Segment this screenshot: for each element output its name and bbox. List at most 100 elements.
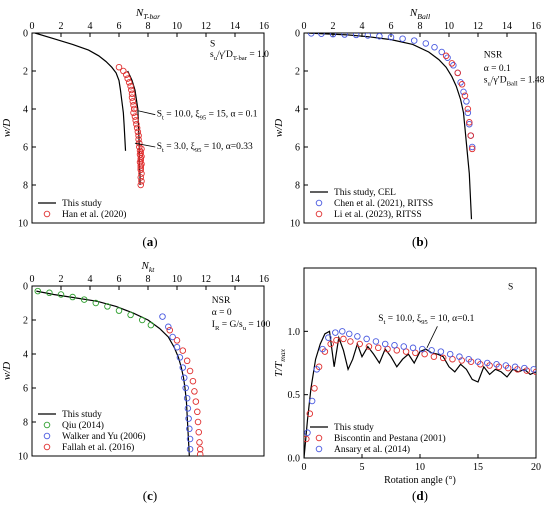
x-tick-label: 8	[146, 21, 151, 32]
annotation: S	[508, 283, 513, 293]
data-point	[419, 345, 426, 353]
data-point	[446, 350, 454, 358]
y-tick-label: 10	[290, 219, 300, 230]
data-point	[194, 408, 201, 416]
x-tick-label: 14	[230, 21, 240, 32]
x-tick-label: 0	[30, 21, 35, 32]
data-point	[467, 132, 475, 139]
data-point	[186, 445, 194, 453]
x-tick-label: 6	[117, 274, 122, 285]
data-point	[313, 366, 321, 373]
data-point	[124, 75, 131, 82]
data-point	[138, 153, 145, 160]
data-point	[306, 410, 314, 417]
data-point	[468, 143, 476, 151]
data-point	[180, 374, 188, 382]
y-tick-label: 4	[23, 350, 28, 361]
x-tick-label: 0	[302, 462, 307, 473]
y-tick-label: 2	[295, 67, 300, 78]
x-tick-label: 2	[59, 274, 64, 285]
data-point	[138, 177, 145, 185]
data-point	[387, 33, 395, 41]
data-point	[365, 343, 373, 350]
x-tick-label: 2	[59, 21, 64, 32]
data-point	[195, 428, 202, 436]
data-point	[135, 136, 142, 143]
data-point	[179, 364, 187, 371]
x-axis-label: Nkt​	[141, 260, 156, 274]
data-point	[363, 335, 370, 343]
legend-swatch	[43, 432, 51, 440]
data-point	[182, 384, 189, 392]
y-tick-label: 6	[23, 143, 28, 154]
data-point	[347, 338, 354, 345]
data-point	[410, 37, 418, 44]
data-point	[466, 119, 473, 126]
data-point	[461, 92, 469, 99]
data-point	[463, 98, 470, 105]
legend-swatch	[43, 443, 51, 451]
x-tick-label: 6	[389, 21, 394, 32]
data-point	[159, 313, 166, 320]
data-point	[308, 33, 315, 37]
data-point	[439, 354, 447, 362]
x-axis-label: Rotation angle (°)	[384, 475, 456, 486]
data-point	[80, 296, 88, 303]
data-point	[192, 398, 200, 405]
data-point	[399, 35, 406, 42]
x-axis-label: NT-bar​	[135, 7, 161, 21]
data-point	[304, 429, 311, 436]
data-point	[304, 435, 310, 443]
data-point	[183, 357, 191, 365]
data-point	[391, 342, 398, 349]
x-tick-label: 12	[473, 21, 483, 32]
data-point	[186, 425, 193, 433]
data-point	[185, 415, 192, 422]
data-point	[400, 343, 408, 350]
plot-frame	[31, 32, 265, 224]
data-point	[345, 330, 353, 338]
annotation: S	[210, 39, 215, 49]
legend-entry: Li et al. (2023), RITSS	[334, 209, 422, 220]
data-point	[138, 160, 145, 168]
leader-line	[138, 110, 156, 116]
series-line	[304, 330, 536, 458]
data-point	[173, 343, 181, 351]
data-point	[115, 63, 123, 71]
legend-entry: Han et al. (2020)	[62, 209, 126, 220]
data-point	[356, 340, 363, 348]
legend-swatch	[315, 445, 323, 453]
data-point	[428, 347, 435, 354]
data-point	[376, 33, 383, 40]
series-line	[34, 33, 127, 151]
x-tick-label: 8	[418, 21, 423, 32]
data-point	[437, 348, 445, 355]
data-point	[422, 40, 430, 47]
x-tick-label: 10	[415, 462, 425, 473]
data-point	[444, 54, 451, 61]
data-point	[457, 79, 464, 86]
data-point	[430, 353, 438, 360]
data-point	[521, 364, 528, 372]
legend-swatch	[43, 210, 51, 218]
x-tick-label: 2	[331, 21, 336, 32]
data-point	[133, 124, 141, 132]
x-tick-label: 4	[88, 274, 93, 285]
data-point	[130, 105, 138, 113]
data-point	[92, 299, 100, 307]
annotation: α = 0.1	[484, 64, 511, 74]
x-tick-label: 14	[230, 274, 240, 285]
panel-d: 0 5 10 15 20 0.0 0.5 1.0 Rotation angle (°) T/Tma…	[273, 267, 541, 503]
data-point	[438, 48, 446, 56]
data-point	[186, 435, 194, 443]
x-tick-label: 6	[117, 21, 122, 32]
data-point	[127, 82, 134, 90]
data-point	[340, 335, 347, 343]
data-point	[133, 120, 140, 128]
data-point	[409, 344, 417, 352]
data-point	[332, 329, 339, 336]
data-point	[69, 293, 76, 301]
x-tick-label: 14	[502, 21, 512, 32]
data-point	[456, 353, 463, 360]
